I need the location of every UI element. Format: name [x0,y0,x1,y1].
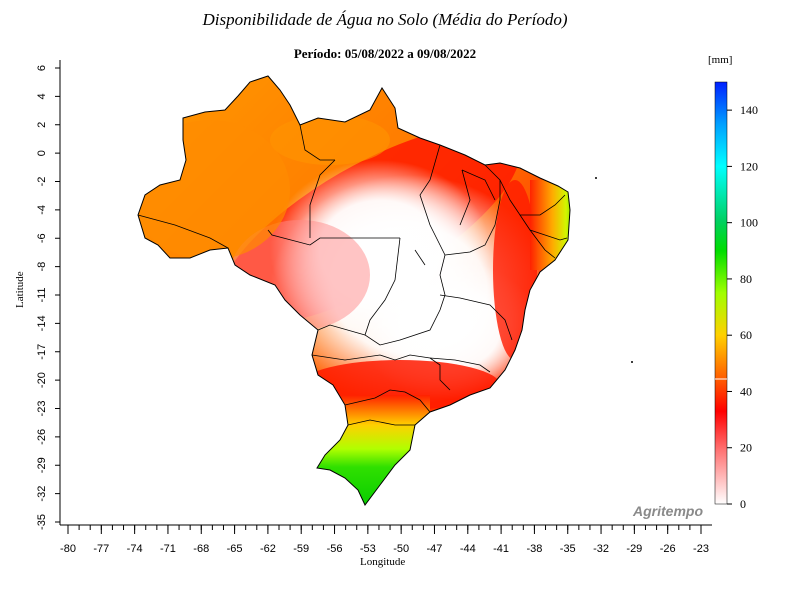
x-tick-label: -47 [427,543,443,555]
x-tick-label: -80 [60,543,76,555]
y-tick-label: -17 [36,344,48,360]
x-tick-label: -59 [293,543,309,555]
x-tick-label: -62 [260,543,276,555]
state-boundaries [137,124,568,426]
colorbar-tick-label: 140 [740,103,758,117]
x-tick-label: -53 [360,543,376,555]
y-tick-label: -20 [36,372,48,388]
agritempo-watermark: Agritempo [633,503,703,519]
x-tick-label: -41 [493,543,509,555]
x-tick-label: -74 [127,543,143,555]
y-tick-label: -11 [36,287,48,302]
y-tick-label: -26 [36,429,48,445]
brazil-outline [137,75,571,506]
y-tick-label: 0 [36,150,48,156]
colorbar-ticks: 0 20 40 60 80 100 120 140 [727,103,758,511]
x-axis-label: Longitude [360,556,406,568]
y-tick-label: -8 [36,262,48,272]
x-ticks: -80 -77 -74 -71 -68 -65 -62 -59 -56 -53 -50 -47 -44 -… [60,525,709,555]
colorbar-tick-label: 20 [740,441,752,455]
x-tick-label: -38 [526,543,542,555]
colorbar-unit: [mm] [708,54,733,66]
y-tick-label: 2 [36,122,48,128]
x-tick-label: -32 [593,543,609,555]
y-tick-label: 4 [36,93,48,99]
y-tick-label: -35 [36,514,48,530]
colorbar-tick-label: 60 [740,328,752,342]
y-ticks: 6 4 2 0 -2 -4 -6 -8 -11 -14 -17 -20 -23 -26 -29 -32 -35 [36,65,60,530]
x-tick-label: -35 [560,543,576,555]
x-tick-label: -56 [327,543,343,555]
map-title: Disponibilidade de Água no Solo (Média d… [202,10,568,29]
period-subtitle: Período: 05/08/2022 a 09/08/2022 [293,46,477,61]
y-tick-label: 6 [36,65,48,71]
y-tick-label: -23 [36,401,48,417]
colorbar-tick-label: 0 [740,497,746,511]
heatmap-layer [138,76,570,505]
x-tick-label: -77 [93,543,109,555]
y-tick-label: -4 [36,205,48,215]
island-mark [631,361,633,363]
x-tick-label: -50 [393,543,409,555]
colorbar-tick-label: 80 [740,272,752,286]
y-tick-label: -32 [36,486,48,502]
colorbar-tick-label: 100 [740,216,758,230]
x-tick-label: -68 [193,543,209,555]
y-tick-label: -14 [36,315,48,331]
colorbar [714,81,728,505]
y-tick-label: -29 [36,457,48,473]
x-tick-label: -71 [160,543,176,555]
x-tick-label: -44 [460,543,476,555]
island-mark [595,177,597,179]
x-tick-label: -23 [693,543,709,555]
colorbar-tick-label: 40 [740,384,752,398]
x-tick-label: -26 [660,543,676,555]
y-tick-label: -2 [36,177,48,187]
x-tick-label: -65 [227,543,243,555]
colorbar-tick-label: 120 [740,159,758,173]
y-tick-label: -6 [36,233,48,243]
x-tick-label: -29 [626,543,642,555]
